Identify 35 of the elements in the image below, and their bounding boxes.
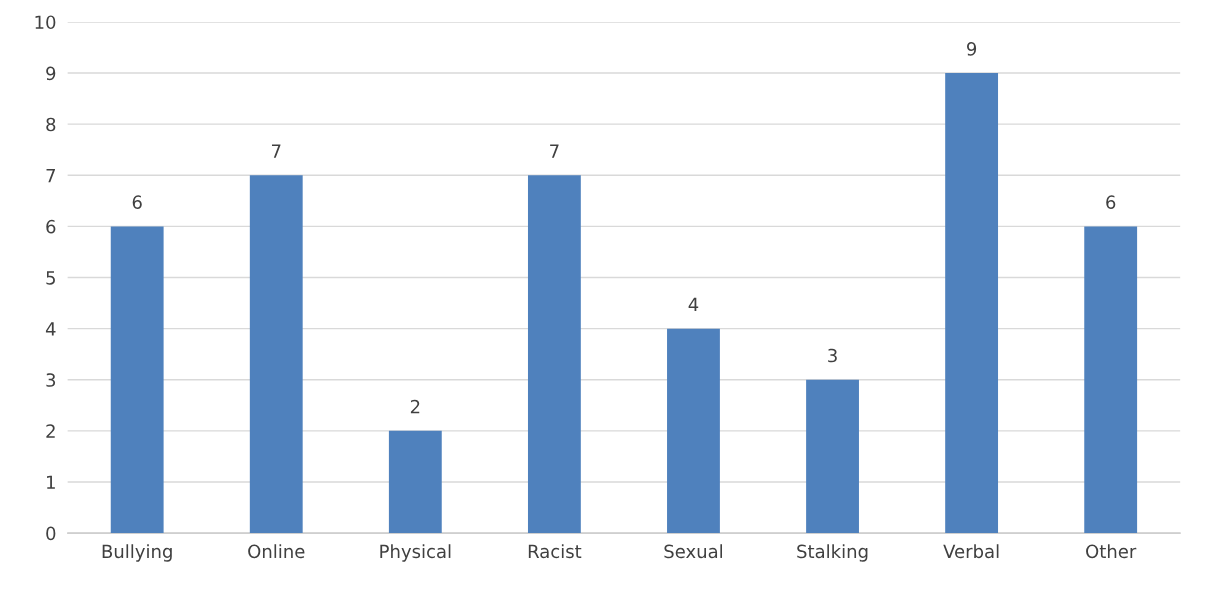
y-tick-label: 2 <box>46 424 55 438</box>
x-tick-label: Physical <box>380 544 451 562</box>
y-tick-label: 8 <box>46 117 56 132</box>
bar <box>667 328 720 534</box>
data-label: 2 <box>410 399 420 414</box>
x-tick-label: Racist <box>528 544 582 559</box>
bar <box>1084 226 1138 534</box>
bar <box>110 226 164 534</box>
y-tick-label: 7 <box>46 168 55 183</box>
data-label: 7 <box>550 144 559 158</box>
y-tick-label: 1 <box>47 475 55 489</box>
bar <box>527 175 581 534</box>
data-label: 3 <box>828 348 837 363</box>
x-tick-label: Other <box>1086 544 1137 559</box>
x-tick-label: Stalking <box>797 544 868 562</box>
x-tick-label: Verbal <box>943 544 999 559</box>
data-label: 6 <box>132 195 142 210</box>
y-tick-label: 9 <box>46 66 56 81</box>
x-tick-label: Online <box>248 544 305 559</box>
bar <box>806 379 859 534</box>
y-tick-label: 0 <box>46 526 56 541</box>
y-tick-label: 3 <box>46 373 56 387</box>
data-label: 7 <box>271 144 281 158</box>
data-label: 4 <box>688 297 699 311</box>
data-label: 9 <box>967 42 977 56</box>
bar <box>249 175 303 534</box>
bar <box>945 73 999 534</box>
bar <box>388 430 442 534</box>
y-tick-label: 4 <box>45 322 56 336</box>
data-label: 6 <box>1106 195 1116 210</box>
y-tick-label: 5 <box>46 271 55 285</box>
x-tick-label: Sexual <box>664 544 722 559</box>
y-tick-label: 6 <box>46 219 56 234</box>
y-tick-label: 10 <box>35 15 56 30</box>
x-tick-label: Bullying <box>102 544 172 562</box>
